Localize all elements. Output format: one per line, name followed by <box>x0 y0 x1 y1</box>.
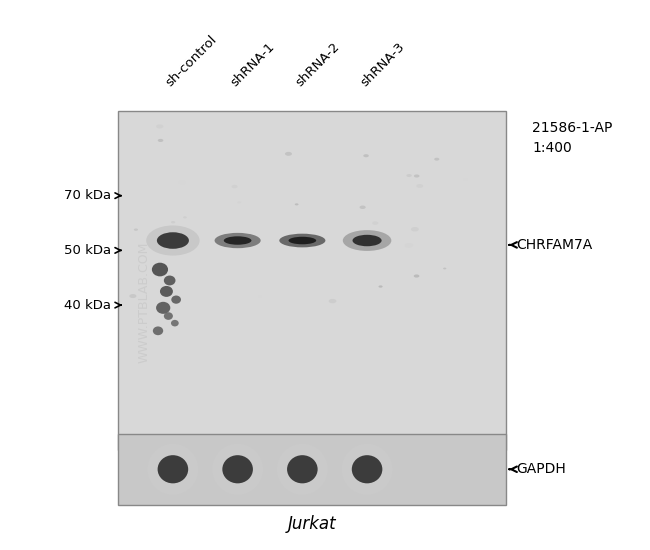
Ellipse shape <box>222 455 253 483</box>
FancyBboxPatch shape <box>118 434 506 505</box>
Ellipse shape <box>329 299 337 303</box>
Ellipse shape <box>434 158 439 161</box>
Ellipse shape <box>289 236 316 244</box>
Ellipse shape <box>170 226 175 228</box>
Text: 50 kDa: 50 kDa <box>64 244 111 257</box>
Ellipse shape <box>411 227 419 232</box>
Ellipse shape <box>212 444 263 495</box>
Text: GAPDH: GAPDH <box>516 462 566 476</box>
Ellipse shape <box>342 444 393 495</box>
Text: shRNA-3: shRNA-3 <box>358 40 407 89</box>
Ellipse shape <box>179 180 186 185</box>
Ellipse shape <box>378 285 383 288</box>
Ellipse shape <box>363 154 369 157</box>
Text: Jurkat: Jurkat <box>288 515 336 533</box>
Ellipse shape <box>156 124 163 129</box>
Ellipse shape <box>134 228 138 231</box>
Ellipse shape <box>352 455 382 483</box>
Text: WWW.PTBLAB.COM: WWW.PTBLAB.COM <box>137 241 150 363</box>
Ellipse shape <box>370 233 378 238</box>
Text: shRNA-1: shRNA-1 <box>228 40 278 89</box>
Ellipse shape <box>287 455 318 483</box>
Ellipse shape <box>294 204 298 206</box>
FancyBboxPatch shape <box>118 111 506 450</box>
Ellipse shape <box>164 312 173 320</box>
Ellipse shape <box>153 327 163 335</box>
Ellipse shape <box>164 276 176 285</box>
Ellipse shape <box>183 216 187 218</box>
Ellipse shape <box>406 174 412 177</box>
Text: CHRFAM7A: CHRFAM7A <box>516 238 592 252</box>
Ellipse shape <box>224 236 252 245</box>
Ellipse shape <box>343 230 391 251</box>
Ellipse shape <box>237 201 241 203</box>
Ellipse shape <box>405 243 413 248</box>
Ellipse shape <box>280 234 326 248</box>
Ellipse shape <box>244 241 250 244</box>
Ellipse shape <box>463 178 467 180</box>
Text: 21586-1-AP
1:400: 21586-1-AP 1:400 <box>532 122 612 155</box>
Ellipse shape <box>259 295 262 298</box>
Ellipse shape <box>129 294 136 298</box>
Text: 70 kDa: 70 kDa <box>64 189 111 202</box>
Ellipse shape <box>160 286 173 297</box>
Ellipse shape <box>214 233 261 248</box>
Text: 40 kDa: 40 kDa <box>64 299 111 312</box>
Ellipse shape <box>158 139 163 142</box>
Ellipse shape <box>352 235 382 246</box>
Ellipse shape <box>146 226 200 256</box>
Ellipse shape <box>443 268 447 269</box>
Ellipse shape <box>372 221 378 225</box>
Ellipse shape <box>171 221 176 223</box>
Ellipse shape <box>171 320 179 327</box>
Ellipse shape <box>414 174 419 178</box>
Ellipse shape <box>156 302 170 314</box>
Text: sh-control: sh-control <box>164 33 220 89</box>
Ellipse shape <box>416 184 423 188</box>
Ellipse shape <box>148 444 198 495</box>
Ellipse shape <box>289 239 294 241</box>
Ellipse shape <box>414 274 419 278</box>
Ellipse shape <box>359 206 366 209</box>
Ellipse shape <box>231 185 238 188</box>
Ellipse shape <box>172 295 181 304</box>
Ellipse shape <box>152 263 168 276</box>
Ellipse shape <box>277 444 328 495</box>
Ellipse shape <box>157 232 189 249</box>
Ellipse shape <box>285 152 292 156</box>
Text: shRNA-2: shRNA-2 <box>293 40 342 89</box>
Ellipse shape <box>157 455 188 483</box>
